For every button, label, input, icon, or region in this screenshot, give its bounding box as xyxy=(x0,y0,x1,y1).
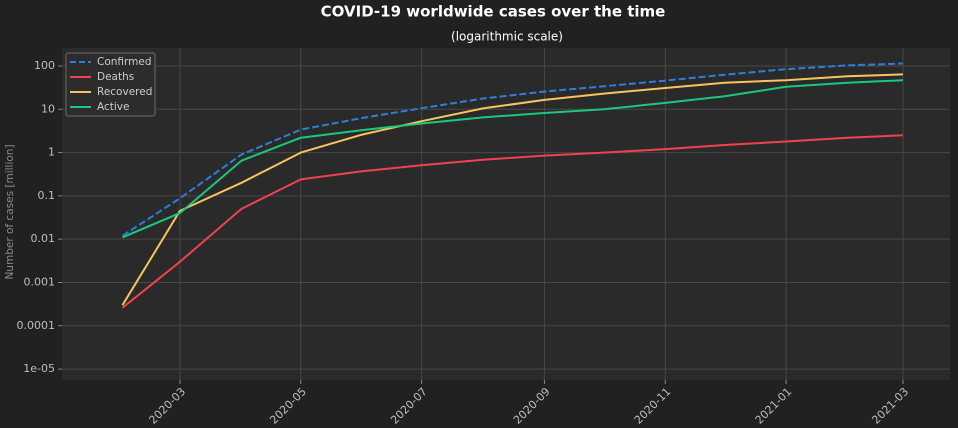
series-line xyxy=(121,73,903,306)
series-line xyxy=(121,134,903,309)
lines xyxy=(121,62,903,309)
chart-title: COVID-19 worldwide cases over the time xyxy=(321,3,666,21)
y-tick-label: 0.1 xyxy=(38,189,56,202)
y-tick-label: 1e-05 xyxy=(23,362,55,375)
y-tick-label: 100 xyxy=(34,59,55,72)
y-tick-label: 0.0001 xyxy=(17,319,56,332)
x-tick-label: 2021-03 xyxy=(869,385,911,424)
legend-box xyxy=(65,52,156,117)
grid xyxy=(62,48,950,380)
plot-area xyxy=(62,48,950,380)
series-line xyxy=(121,62,903,237)
x-tick-label: 2020-11 xyxy=(632,385,674,424)
x-tick-label: 2021-01 xyxy=(753,385,795,424)
y-tick-label: 1 xyxy=(48,146,55,159)
x-tick-label: 2020-03 xyxy=(146,385,188,424)
x-tick-label: 2020-07 xyxy=(388,385,430,424)
chart-subtitle: (logarithmic scale) xyxy=(451,30,563,44)
x-tick-label: 2020-05 xyxy=(267,385,309,424)
legend-label: Active xyxy=(97,101,129,113)
y-tick-label: 10 xyxy=(41,102,55,115)
y-tick-label: 0.001 xyxy=(24,275,56,288)
y-axis-label: Number of cases [million] xyxy=(4,144,16,279)
legend-label: Deaths xyxy=(97,71,134,83)
x-tick-label: 2020-09 xyxy=(511,385,553,424)
legend-label: Confirmed xyxy=(97,56,152,68)
y-tick-label: 0.01 xyxy=(31,232,56,245)
legend-label: Recovered xyxy=(97,86,152,98)
series-line xyxy=(122,79,903,239)
